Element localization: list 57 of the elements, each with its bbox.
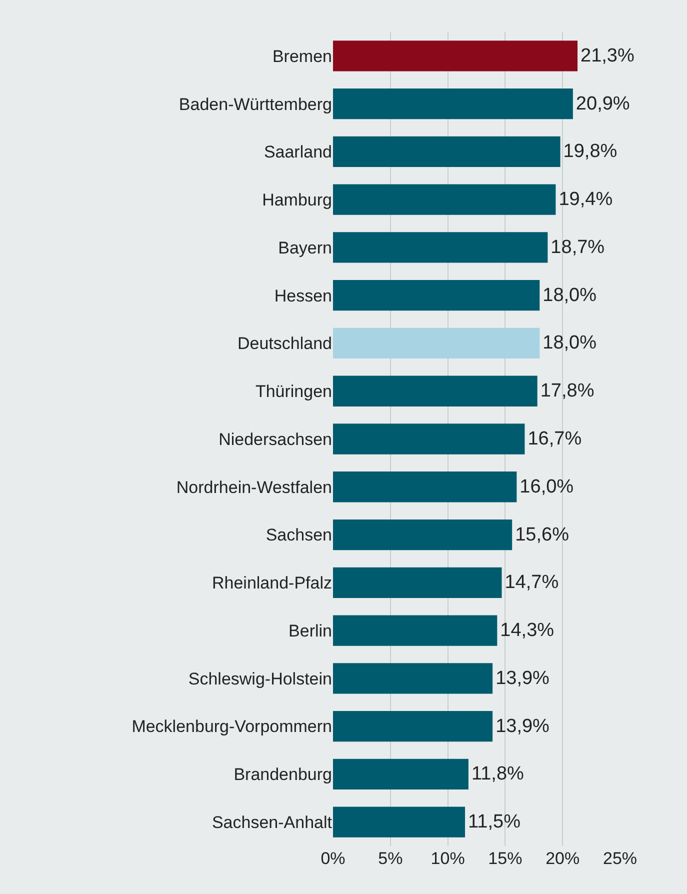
x-tick-label: 20%: [546, 849, 580, 868]
y-tick-label: Niedersachsen: [218, 430, 332, 449]
data-label: 15,6%: [515, 524, 570, 546]
y-tick-label: Bayern: [278, 238, 332, 258]
y-tick-label: Hessen: [274, 286, 332, 306]
bar: [333, 758, 468, 790]
bar: [333, 710, 493, 742]
y-tick-label: Hamburg: [262, 190, 332, 210]
data-label: 11,8%: [471, 764, 524, 785]
bar: [333, 424, 525, 454]
bar: [333, 328, 540, 359]
bar: [333, 136, 560, 168]
data-label: 20,9%: [576, 93, 630, 114]
data-label: 18,7%: [550, 236, 605, 258]
y-tick-label: Brandenburg: [234, 765, 332, 784]
bar: [333, 663, 493, 694]
bar: [333, 519, 512, 550]
y-tick-label: Sachsen: [266, 526, 332, 545]
data-label: 21,3%: [580, 45, 634, 66]
data-label: 11,5%: [468, 812, 521, 833]
y-tick-label: Schleswig-Holstein: [188, 669, 332, 688]
y-tick-label: Baden-Württemberg: [178, 94, 332, 114]
x-tick-label: 0%: [320, 849, 346, 868]
y-tick-label: Sachsen-Anhalt: [212, 813, 332, 832]
bar: [333, 472, 517, 502]
y-tick-label: Nordrhein-Westfalen: [176, 478, 332, 497]
bar: [333, 376, 538, 406]
y-tick-label: Thüringen: [255, 382, 332, 402]
data-label: 17,8%: [540, 380, 594, 402]
x-tick-label: 10%: [430, 849, 465, 868]
bar: [333, 615, 498, 646]
data-label: 19,4%: [558, 189, 613, 210]
data-label: 16,7%: [528, 428, 582, 450]
bar: [333, 184, 556, 215]
y-tick-label: Mecklenburg-Vorpommern: [132, 717, 332, 736]
x-tick-label: 25%: [602, 849, 638, 868]
data-label: 19,8%: [563, 141, 618, 162]
y-tick-label: Rheinland-Pfalz: [212, 574, 332, 593]
y-tick-label: Berlin: [288, 621, 332, 640]
data-label: 13,9%: [496, 668, 550, 689]
bar: [333, 232, 548, 263]
data-label: 18,0%: [542, 332, 597, 354]
bar: [333, 567, 502, 598]
y-tick-label: Saarland: [264, 142, 332, 162]
bar: [333, 280, 540, 311]
y-tick-label: Deutschland: [237, 334, 332, 354]
data-label: 16,0%: [520, 476, 574, 498]
data-label: 18,0%: [542, 284, 597, 306]
y-tick-label: Bremen: [272, 46, 332, 66]
data-label: 14,7%: [504, 572, 559, 594]
x-tick-label: 15%: [488, 849, 522, 868]
bar: [333, 88, 573, 120]
bar: [333, 806, 466, 838]
x-tick-label: 5%: [378, 849, 403, 868]
bar: [333, 40, 578, 72]
data-label: 13,9%: [496, 716, 550, 737]
data-label: 14,3%: [500, 620, 554, 642]
